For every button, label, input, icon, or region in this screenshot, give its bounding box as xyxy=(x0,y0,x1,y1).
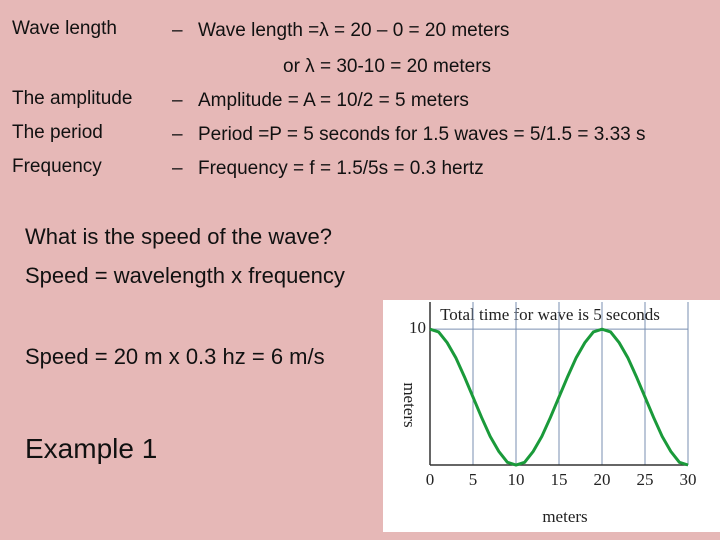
x-tick-label: 30 xyxy=(680,470,697,489)
x-axis-label: meters xyxy=(542,507,587,526)
chart-title: Total time for wave is 5 seconds xyxy=(440,305,660,324)
label: The period xyxy=(12,122,103,143)
dash: – xyxy=(172,20,183,41)
x-tick-label: 5 xyxy=(469,470,478,489)
example: Example 1 xyxy=(25,433,158,464)
y-tick-label: 10 xyxy=(409,318,426,337)
label: Frequency xyxy=(12,156,102,177)
label: Wave length xyxy=(12,18,117,39)
answer: Speed = 20 m x 0.3 hz = 6 m/s xyxy=(25,344,325,369)
x-tick-label: 10 xyxy=(508,470,525,489)
bullet: Wave length =λ = 20 – 0 = 20 meters xyxy=(198,20,510,41)
bullet: Amplitude = A = 10/2 = 5 meters xyxy=(198,90,469,111)
question: Speed = wavelength x frequency xyxy=(25,263,345,288)
dash: – xyxy=(172,124,183,145)
x-tick-label: 15 xyxy=(551,470,568,489)
bullet: or λ = 30-10 = 20 meters xyxy=(283,56,492,77)
question: What is the speed of the wave? xyxy=(25,224,332,249)
x-tick-label: 0 xyxy=(426,470,435,489)
bullet: Period =P = 5 seconds for 1.5 waves = 5/… xyxy=(198,124,646,145)
dash: – xyxy=(172,90,183,111)
x-tick-label: 25 xyxy=(637,470,654,489)
label: The amplitude xyxy=(12,88,133,109)
bullet: Frequency = f = 1.5/5s = 0.3 hertz xyxy=(198,158,484,179)
line-series xyxy=(429,327,689,467)
y-axis-label: meters xyxy=(400,382,419,427)
dash: – xyxy=(172,158,183,179)
x-tick-label: 20 xyxy=(594,470,611,489)
